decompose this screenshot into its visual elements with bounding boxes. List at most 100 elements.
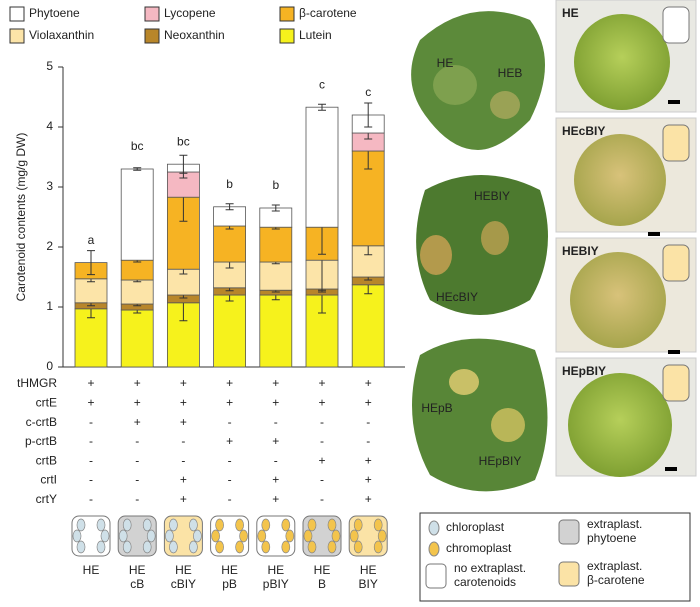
plastid (285, 529, 295, 543)
x-tick-label: cB (130, 577, 144, 591)
leaf-label: HE (437, 56, 454, 70)
plastid (142, 540, 152, 554)
leaf-label: HEpBIY (479, 454, 522, 468)
gene-mark: + (226, 434, 233, 448)
significance-label: b (272, 178, 279, 192)
gene-mark: + (272, 434, 279, 448)
bar-segment (351, 284, 385, 368)
gene-mark: - (366, 434, 370, 448)
gene-mark: + (365, 395, 372, 409)
error-bar (318, 103, 326, 111)
gene-mark: + (318, 376, 325, 390)
gene-mark: + (226, 376, 233, 390)
gene-mark: - (320, 415, 324, 429)
plastid (261, 518, 271, 532)
plastid (118, 529, 128, 543)
error-bar (133, 167, 142, 171)
legend-swatch (9, 28, 25, 44)
plastid (193, 529, 202, 543)
plastid (165, 529, 174, 543)
error-bar (271, 204, 280, 212)
legend-label: Violaxanthin (29, 28, 94, 42)
gene-label: p-crtB (25, 434, 57, 448)
bar-segment (120, 309, 154, 368)
legend-label: Neoxanthin (164, 28, 225, 42)
leaf-label: HEpB (421, 401, 452, 415)
gene-mark: - (89, 434, 93, 448)
bar-segment (305, 106, 339, 228)
gene-mark: + (365, 453, 372, 467)
cell-legend-label: chromoplast (446, 541, 512, 555)
bar-segment (259, 294, 293, 368)
error-bar (225, 203, 234, 211)
legend-swatch (279, 28, 295, 44)
bar-segment (120, 279, 154, 305)
x-tick-label: B (318, 577, 326, 591)
legend-label: Lycopene (164, 6, 216, 20)
legend-plastid (428, 520, 440, 536)
cell-icon (662, 244, 690, 282)
error-bar (364, 102, 373, 128)
leaf-label: HEB (498, 66, 523, 80)
plastid (169, 540, 178, 554)
gene-mark: + (134, 376, 141, 390)
bar-segment (120, 168, 154, 261)
gene-label: c-crtB (26, 415, 57, 429)
significance-label: bc (177, 134, 190, 148)
legend-swatch (9, 6, 25, 22)
gene-label: crtY (36, 492, 57, 506)
plastid (211, 529, 220, 543)
cell-label: HEpBIY (562, 364, 606, 378)
gene-mark: - (89, 453, 93, 467)
plastid (303, 529, 313, 543)
cell-legend-label: phytoene (587, 531, 637, 545)
plastid (307, 540, 317, 554)
cell-legend-box (419, 512, 691, 602)
plastid (146, 529, 156, 543)
gene-mark: - (274, 453, 278, 467)
gene-mark: - (89, 415, 93, 429)
bar-segment (259, 261, 293, 291)
x-tick-label: cBIY (171, 577, 196, 591)
y-tick-label: 1 (46, 299, 53, 313)
bar-segment (213, 294, 247, 368)
plastid (122, 540, 132, 554)
significance-label: c (365, 85, 371, 99)
plastid (72, 529, 82, 543)
cell-legend-label: chloroplast (446, 520, 505, 534)
bar-segment (74, 308, 108, 368)
gene-mark: + (272, 376, 279, 390)
cell-legend-label: extraplast. (587, 559, 642, 573)
plastid (142, 518, 152, 532)
legend-label: β-carotene (299, 6, 357, 20)
legend-swatch (144, 6, 160, 22)
x-tick-label: HE (83, 563, 100, 577)
leaf-label: HEBIY (474, 189, 510, 203)
cell-icon (662, 6, 690, 44)
legend-swatch (144, 28, 160, 44)
gene-mark: + (180, 492, 187, 506)
legend-swatch (558, 519, 580, 545)
plastid (122, 518, 132, 532)
legend-label: Phytoene (29, 6, 80, 20)
error-bar (87, 250, 95, 276)
gene-label: tHMGR (17, 376, 57, 390)
gene-mark: + (226, 395, 233, 409)
plastid (261, 540, 271, 554)
x-tick-label: HE (267, 563, 284, 577)
cell-label: HEBIY (562, 244, 599, 258)
gene-mark: - (228, 473, 232, 487)
gene-mark: + (365, 492, 372, 506)
legend-plastid (428, 541, 440, 557)
plastid (100, 529, 110, 543)
gene-mark: + (134, 395, 141, 409)
plastid (215, 540, 224, 554)
leaf-panel (410, 0, 550, 505)
cell-legend-label: extraplast. (587, 517, 642, 531)
plastid (96, 518, 106, 532)
gene-label: crtI (40, 473, 57, 487)
gene-mark: + (87, 376, 94, 390)
plastid (235, 540, 244, 554)
gene-mark: - (135, 492, 139, 506)
